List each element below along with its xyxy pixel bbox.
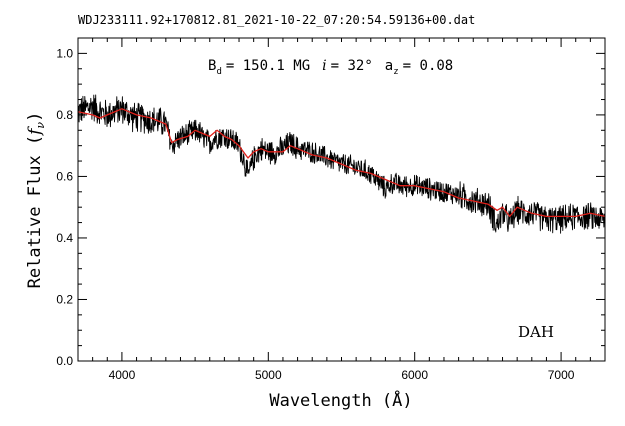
annotation-i-value: = 32°	[331, 58, 373, 74]
y-axis-label-f: f	[25, 126, 45, 137]
model-fit-line	[77, 108, 606, 218]
x-tick-label: 4000	[109, 368, 136, 382]
annotation-i: i	[322, 58, 326, 74]
annotation-a-value: = 0.08	[403, 58, 454, 74]
annotation-b-sub: d	[216, 67, 221, 77]
x-axis-label: Wavelength (Å)	[269, 389, 412, 411]
chart-title: WDJ233111.92+170812.81_2021-10-22_07:20:…	[78, 13, 475, 27]
y-axis-label-main: Relative Flux (	[25, 135, 45, 289]
y-tick-label: 1.0	[56, 46, 73, 60]
observed-spectrum-line	[77, 94, 606, 234]
class-label: DAH	[518, 323, 554, 341]
plot-frame	[77, 37, 606, 362]
y-tick-label: 0.0	[56, 354, 73, 368]
annotation-text: Bd = 150.1 MG i = 32° az = 0.08	[208, 58, 453, 77]
y-axis-label: Relative Flux (fν)	[25, 112, 47, 289]
series-group	[77, 94, 606, 234]
y-axis-label-nu: ν	[34, 122, 47, 129]
y-tick-label: 0.2	[56, 292, 73, 306]
x-tick-label: 7000	[548, 368, 575, 382]
y-tick-label: 0.4	[56, 231, 73, 245]
y-axis-label-close: )	[25, 112, 45, 122]
annotation-a-sub: z	[393, 67, 398, 77]
annotation-b-value: = 150.1 MG	[226, 58, 310, 74]
y-tick-label: 0.8	[56, 108, 73, 122]
x-tick-label: 6000	[401, 368, 428, 382]
y-tick-label: 0.6	[56, 169, 73, 183]
annotation-b: B	[208, 58, 216, 74]
axis-ticks: 4000 5000 6000 7000 0.0 0.2 0.4 0.6 0.8 1.0	[56, 37, 606, 382]
annotation-a: a	[385, 58, 393, 74]
x-tick-label: 5000	[255, 368, 282, 382]
